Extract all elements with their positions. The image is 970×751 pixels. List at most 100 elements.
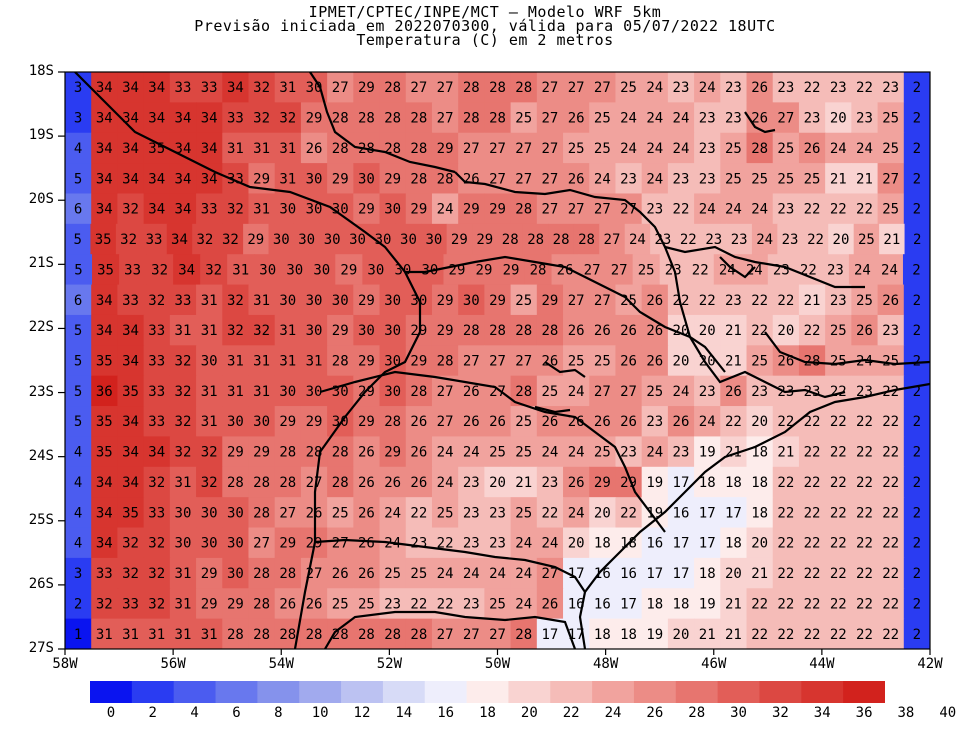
- field-cell: [772, 193, 800, 225]
- temperature-value: 28: [253, 627, 270, 643]
- temperature-value: 20: [725, 566, 742, 582]
- temperature-value: 28: [358, 141, 375, 157]
- field-cell: [274, 132, 302, 164]
- field-cell: [903, 193, 930, 225]
- temperature-value: 22: [804, 627, 821, 643]
- field-cell: [65, 588, 92, 620]
- temperature-value: 2: [913, 293, 921, 309]
- temperature-value: 25: [384, 566, 401, 582]
- field-cell: [615, 406, 643, 438]
- temperature-value: 28: [437, 171, 454, 187]
- field-cell: [143, 72, 171, 103]
- field-cell: [694, 375, 721, 407]
- temperature-value: 30: [375, 232, 392, 248]
- field-cell: [173, 254, 201, 286]
- field-cell: [667, 132, 695, 164]
- field-cell: [510, 284, 538, 316]
- field-cell: [667, 345, 695, 377]
- field-cell: [143, 406, 171, 438]
- temperature-value: 28: [253, 566, 270, 582]
- temperature-value: 27: [279, 505, 296, 521]
- field-cell: [335, 254, 363, 286]
- field-cell: [431, 102, 459, 134]
- field-cell: [91, 588, 119, 620]
- temperature-value: 6: [74, 202, 82, 218]
- field-cell: [798, 132, 826, 164]
- temperature-value: 27: [437, 627, 454, 643]
- temperature-map: 3 34 34 34 33 33 34 32 31 30 27 29 28 27 27 28 28 28 27 27 2…: [58, 71, 931, 655]
- field-cell: [472, 223, 499, 255]
- field-cell: [694, 406, 721, 438]
- field-cell: [510, 163, 538, 195]
- field-cell: [353, 314, 381, 346]
- field-cell: [65, 254, 93, 286]
- temperature-value: 34: [175, 111, 192, 127]
- field-cell: [522, 223, 549, 255]
- temperature-value: 31: [253, 141, 270, 157]
- temperature-value: 32: [96, 596, 113, 612]
- temperature-value: 31: [201, 323, 218, 339]
- temperature-value: 29: [410, 354, 427, 370]
- temperature-value: 22: [777, 627, 794, 643]
- coastline: [578, 382, 930, 649]
- field-cell: [798, 527, 826, 559]
- temperature-value: 27: [604, 232, 621, 248]
- temperature-value: 1: [74, 627, 82, 643]
- temperature-value: 30: [298, 232, 315, 248]
- field-cell: [563, 497, 590, 529]
- temperature-value: 27: [306, 566, 323, 582]
- temperature-value: 32: [148, 536, 165, 552]
- temperature-value: 29: [358, 293, 375, 309]
- field-cell: [510, 497, 538, 529]
- field-cell: [431, 72, 459, 103]
- field-cell: [196, 497, 223, 529]
- temperature-value: 22: [882, 627, 899, 643]
- temperature-value: 28: [410, 111, 427, 127]
- field-cell: [405, 406, 433, 438]
- temperature-value: 2: [913, 171, 921, 187]
- field-cell: [667, 497, 695, 529]
- temperature-value: 29: [451, 232, 468, 248]
- field-cell: [222, 193, 250, 225]
- field-cell: [379, 466, 407, 498]
- longitude-label: 52W: [376, 656, 403, 672]
- field-cell: [851, 436, 879, 468]
- colorbar-label: 24: [604, 705, 622, 721]
- lake: [534, 111, 776, 414]
- temperature-value: 22: [830, 566, 847, 582]
- temperature-value: 25: [437, 505, 454, 521]
- temperature-value: 34: [201, 171, 218, 187]
- temperature-value: 30: [253, 414, 270, 430]
- temperature-value: 30: [306, 384, 323, 400]
- temperature-value: 29: [476, 232, 493, 248]
- temperature-value: 21: [856, 171, 873, 187]
- field-cell: [851, 193, 879, 225]
- temperature-value: 23: [489, 505, 506, 521]
- field-cell: [327, 557, 354, 589]
- field-cell: [143, 527, 171, 559]
- temperature-value: 25: [751, 354, 768, 370]
- temperature-value: 22: [830, 414, 847, 430]
- temperature-value: 22: [882, 384, 899, 400]
- field-cell: [117, 497, 145, 529]
- temperature-value: 26: [673, 414, 690, 430]
- temperature-value: 34: [175, 141, 192, 157]
- temperature-value: 31: [96, 627, 113, 643]
- field-cell: [169, 497, 197, 529]
- temperature-value: 27: [620, 384, 637, 400]
- temperature-value: 22: [777, 505, 794, 521]
- temperature-value: 27: [594, 80, 611, 96]
- field-cell: [222, 132, 250, 164]
- temperature-value: 34: [122, 111, 139, 127]
- temperature-value: 27: [541, 202, 558, 218]
- field-cell: [65, 102, 92, 134]
- field-cell: [641, 436, 669, 468]
- field-cell: [615, 345, 643, 377]
- temperature-value: 2: [913, 80, 921, 96]
- field-cell: [667, 72, 695, 103]
- state-border: [314, 538, 586, 593]
- temperature-value: 17: [568, 566, 585, 582]
- latitude-label: 26S: [28, 575, 54, 592]
- temperature-value: 31: [279, 141, 296, 157]
- temperature-value: 23: [882, 80, 899, 96]
